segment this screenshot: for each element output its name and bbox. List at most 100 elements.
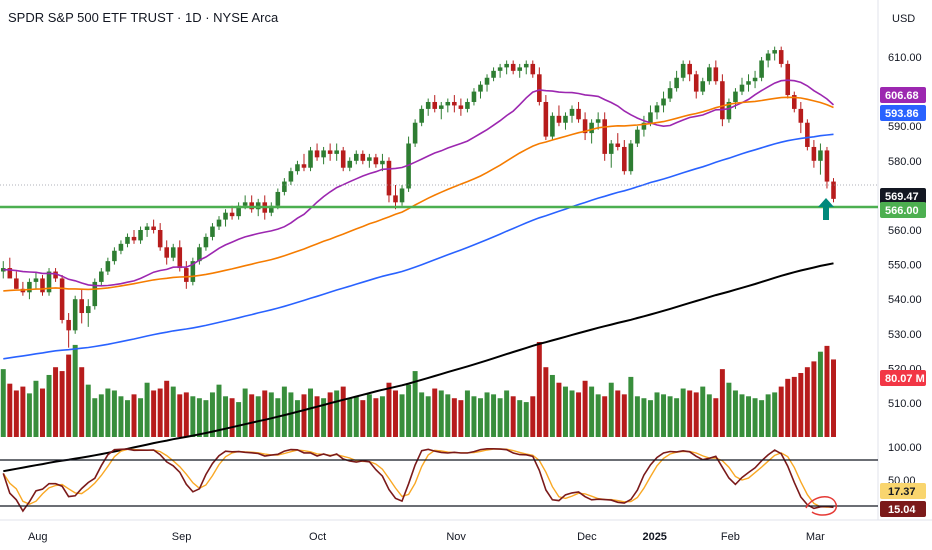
time-axis-label: Dec	[577, 531, 597, 543]
volume-bar	[530, 396, 536, 437]
volume-bar	[615, 390, 621, 437]
candle-body	[327, 150, 333, 154]
candle-body	[125, 236, 130, 244]
volume-bar	[131, 394, 137, 437]
volume-bar	[79, 367, 85, 437]
candle-body	[386, 160, 392, 196]
volume-bar	[595, 394, 601, 437]
candle-body	[144, 226, 150, 230]
candle-body	[818, 150, 823, 161]
price-tick-label: 580.00	[888, 156, 922, 168]
volume-bar	[301, 394, 307, 437]
candle-body	[288, 171, 294, 182]
candle-body	[713, 67, 719, 82]
candle-body	[746, 81, 751, 85]
volume-bar	[667, 396, 673, 437]
volume-bar	[778, 386, 784, 437]
volume-bar	[445, 394, 451, 437]
candle-body	[321, 150, 326, 158]
volume-bar	[726, 382, 732, 437]
candle-body	[66, 319, 71, 331]
candle-body	[517, 67, 523, 71]
candle-body	[576, 108, 581, 120]
volume-bar	[523, 402, 529, 437]
volume-bar	[53, 367, 59, 437]
candle-body	[419, 108, 424, 123]
candle-body	[602, 119, 607, 154]
volume-bar	[471, 396, 477, 437]
volume-bar	[334, 390, 340, 437]
candle-body	[550, 115, 555, 137]
price-tick-label: 510.00	[888, 398, 922, 410]
volume-bar	[497, 398, 503, 437]
candle-body	[53, 271, 58, 279]
ma-20-line	[3, 79, 835, 287]
volume-bar	[831, 359, 836, 437]
candle-body	[465, 101, 470, 109]
candle-body	[595, 119, 601, 123]
candle-body	[269, 205, 274, 213]
candle-body	[216, 219, 222, 227]
volume-bar	[386, 382, 392, 437]
volume-bar	[314, 396, 320, 437]
candle-body	[589, 122, 594, 134]
candle-body	[59, 278, 65, 320]
volume-bar	[360, 400, 366, 437]
price-tag-bg	[880, 105, 926, 121]
candle-body	[582, 119, 588, 134]
chart-title: SPDR S&P 500 ETF TRUST · 1D · NYSE Arca	[8, 10, 279, 25]
volume-bar	[203, 400, 209, 437]
osc-tag-label: 15.04	[888, 504, 916, 516]
volume-bar	[281, 386, 287, 437]
candle-body	[654, 105, 660, 113]
volume-bar	[674, 398, 680, 437]
volume-bar	[157, 388, 163, 437]
candle-body	[92, 281, 98, 307]
candle-body	[118, 243, 124, 251]
volume-bar	[739, 394, 745, 437]
volume-bar	[196, 398, 202, 437]
time-axis: Aug Sep Oct Nov Dec 2025 Feb Mar	[28, 531, 825, 543]
volume-bar	[393, 390, 398, 437]
price-tag-bg	[880, 370, 926, 386]
volume-bar	[785, 378, 791, 437]
volume-bar	[549, 374, 555, 437]
price-tag-bg	[880, 87, 926, 103]
volume-bar	[177, 394, 183, 437]
candle-body	[184, 268, 189, 282]
candle-body	[687, 63, 692, 75]
volume-bar	[602, 396, 608, 437]
currency-label: USD	[892, 13, 915, 25]
candle-body	[700, 81, 706, 92]
candle-body	[79, 299, 85, 314]
volume-bar	[98, 394, 104, 437]
volume-bar	[451, 398, 457, 437]
candle-body	[523, 63, 529, 68]
time-axis-label: Mar	[806, 531, 825, 543]
volume-bar	[105, 388, 111, 437]
price-tag-bg	[880, 188, 926, 204]
volume-bar	[713, 398, 719, 437]
candle-body	[491, 70, 496, 78]
volume-bar	[536, 342, 542, 437]
volume-bar	[0, 369, 6, 437]
volume-bar	[183, 392, 189, 437]
volume-bar	[798, 373, 804, 437]
candle-body	[380, 160, 385, 165]
volume-bar	[249, 394, 255, 437]
volume-bar	[7, 383, 13, 437]
volume-bar	[772, 392, 778, 437]
volume-bar	[464, 390, 470, 437]
candle-body	[236, 205, 241, 217]
volume-bar	[59, 371, 65, 437]
price-tick-label: 590.00	[888, 121, 922, 133]
volume-bar	[811, 361, 817, 437]
candle-body	[484, 77, 490, 85]
volume-bar	[419, 392, 425, 437]
candle-body	[406, 143, 411, 189]
candle-body	[40, 278, 45, 293]
candle-body	[85, 306, 91, 314]
candle-body	[707, 67, 712, 82]
candle-body	[569, 108, 575, 116]
